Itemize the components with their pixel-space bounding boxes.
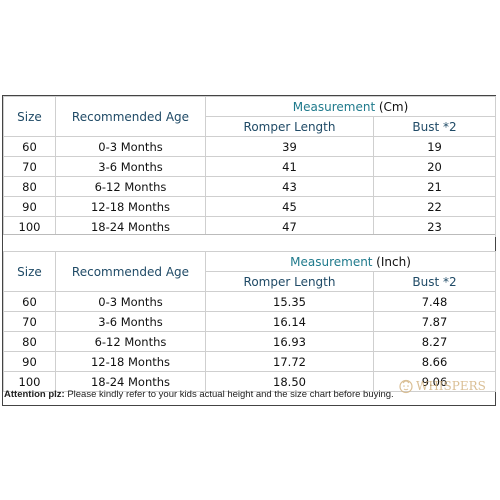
size-chart: Size Recommended Age Measurement (Cm) Ro… xyxy=(2,95,497,406)
cell-romper: 16.14 xyxy=(205,311,374,332)
cell-age: 6-12 Months xyxy=(55,176,206,197)
cell-age: 18-24 Months xyxy=(55,371,206,392)
measurement-title: Measurement xyxy=(292,99,376,114)
cell-bust: 7.87 xyxy=(372,311,497,332)
cell-bust: 8.27 xyxy=(372,331,497,352)
cell-romper: 47 xyxy=(205,216,374,237)
cell-romper: 18.50 xyxy=(205,371,374,392)
table-row: 70 3-6 Months 41 20 xyxy=(3,156,497,177)
cell-romper: 41 xyxy=(205,156,374,177)
table-row: 80 6-12 Months 43 21 xyxy=(3,176,497,197)
table-body: 60 0-3 Months 15.35 7.48 70 3-6 Months 16.14 7.… xyxy=(3,291,497,392)
cell-bust: 22 xyxy=(372,196,497,217)
cell-size: 90 xyxy=(3,196,56,217)
attention-note: Attention plz: Please kindly refer to yo… xyxy=(4,389,394,400)
measurement-unit: (Inch) xyxy=(376,254,411,269)
cell-size: 90 xyxy=(3,351,56,372)
measurement-header: Measurement (Inch) xyxy=(204,251,497,272)
measurement-header: Measurement (Cm) xyxy=(204,96,497,117)
baby-face-icon xyxy=(399,379,413,394)
cell-romper: 45 xyxy=(205,196,374,217)
cell-size: 70 xyxy=(3,156,56,177)
cell-bust: 21 xyxy=(372,176,497,197)
column-header-age: Recommended Age xyxy=(55,96,206,137)
cell-romper: 16.93 xyxy=(205,331,374,352)
column-header-size: Size xyxy=(3,251,56,292)
cell-size: 80 xyxy=(3,331,56,352)
cell-romper: 17.72 xyxy=(205,351,374,372)
cell-age: 6-12 Months xyxy=(55,331,206,352)
table-row: 60 0-3 Months 15.35 7.48 xyxy=(3,291,497,312)
table-row: 90 12-18 Months 45 22 xyxy=(3,196,497,217)
table-row: 90 12-18 Months 17.72 8.66 xyxy=(3,351,497,372)
cell-bust: 20 xyxy=(372,156,497,177)
table-row: 80 6-12 Months 16.93 8.27 xyxy=(3,331,497,352)
column-header-bust: Bust *2 xyxy=(372,271,497,292)
watermark-text: WHISPERS xyxy=(416,379,486,393)
column-header-romper-length: Romper Length xyxy=(205,116,374,137)
cell-romper: 43 xyxy=(205,176,374,197)
cell-age: 12-18 Months xyxy=(55,351,206,372)
cell-size: 60 xyxy=(3,291,56,312)
cell-age: 0-3 Months xyxy=(55,136,206,157)
table-separator xyxy=(3,234,495,252)
size-table-cm: Size Recommended Age Measurement (Cm) Ro… xyxy=(3,96,497,237)
measurement-unit: (Cm) xyxy=(378,99,409,114)
table-body: 60 0-3 Months 39 19 70 3-6 Months 41 20 80 6-12 M… xyxy=(3,136,497,237)
attention-text: Please kindly refer to your kids actual … xyxy=(67,389,394,400)
cell-bust: 19 xyxy=(372,136,497,157)
cell-age: 12-18 Months xyxy=(55,196,206,217)
cell-bust: 7.48 xyxy=(372,291,497,312)
cell-age: 0-3 Months xyxy=(55,291,206,312)
cell-age: 3-6 Months xyxy=(55,311,206,332)
column-header-bust: Bust *2 xyxy=(372,116,497,137)
table-row: 60 0-3 Months 39 19 xyxy=(3,136,497,157)
attention-label: Attention plz: xyxy=(4,389,65,400)
column-header-size: Size xyxy=(3,96,56,137)
cell-bust: 8.66 xyxy=(372,351,497,372)
cell-age: 3-6 Months xyxy=(55,156,206,177)
cell-size: 80 xyxy=(3,176,56,197)
cell-size: 70 xyxy=(3,311,56,332)
cell-size: 60 xyxy=(3,136,56,157)
table-header-row: Size Recommended Age Measurement (Cm) xyxy=(3,96,497,137)
table-header-row: Size Recommended Age Measurement (Inch) xyxy=(3,251,497,292)
measurement-title: Measurement xyxy=(290,254,373,269)
cell-romper: 39 xyxy=(205,136,374,157)
table-row: 100 18-24 Months 47 23 xyxy=(3,216,497,237)
watermark: WHISPERS xyxy=(398,378,486,394)
size-table-inch: Size Recommended Age Measurement (Inch) … xyxy=(3,251,497,392)
column-header-age: Recommended Age xyxy=(55,251,206,292)
column-header-romper-length: Romper Length xyxy=(205,271,374,292)
table-row: 70 3-6 Months 16.14 7.87 xyxy=(3,311,497,332)
cell-romper: 15.35 xyxy=(205,291,374,312)
